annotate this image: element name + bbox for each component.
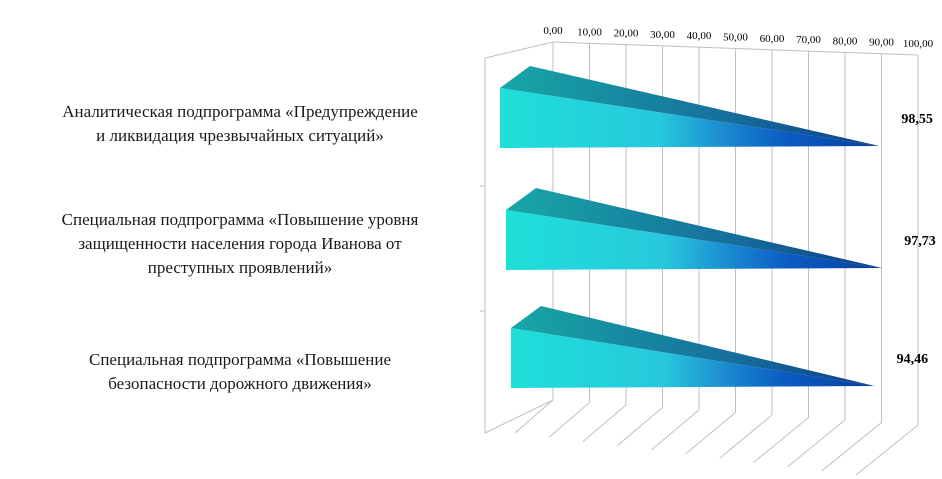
category-label: Специальная подпрограмма «Повышение уров…	[61, 210, 419, 277]
grid-line-floor	[514, 399, 554, 434]
cones	[500, 66, 883, 388]
x-tick-label: 30,00	[650, 29, 675, 41]
grid-line-floor	[719, 414, 773, 459]
cone-bar	[511, 306, 875, 388]
grid-line-floor	[548, 402, 590, 438]
data-label: 94,46	[897, 352, 929, 367]
grid-line-floor	[685, 412, 736, 455]
grid-line-floor	[753, 417, 809, 463]
x-tick-label: 60,00	[760, 33, 785, 45]
x-tick-label: 100,00	[903, 38, 934, 50]
grid-line-floor	[787, 419, 846, 467]
x-tick-label: 50,00	[723, 32, 748, 44]
x-tick-label: 0,00	[543, 25, 563, 37]
data-label: 97,73	[904, 234, 936, 249]
grid-line-floor	[821, 422, 882, 472]
x-tick-label: 90,00	[869, 37, 894, 49]
x-tick-label: 20,00	[614, 28, 639, 40]
grid-line-floor	[616, 407, 663, 446]
x-axis-ticks: 0,00 10,00 20,00 30,00 40,00 50,00 60,00 70,00 8…	[543, 25, 933, 50]
x-tick-label: 10,00	[577, 26, 602, 38]
x-tick-label: 70,00	[796, 34, 821, 46]
cone-bar	[500, 66, 880, 148]
data-label: 98,55	[901, 112, 933, 127]
data-labels: 98,55 97,73 94,46	[897, 112, 936, 367]
category-label: Аналитическая подпрограмма «Предупрежден…	[62, 102, 418, 145]
cone-bar	[506, 188, 883, 270]
grid-line-floor	[651, 409, 700, 451]
grid-line-floor	[582, 404, 627, 442]
grid-line-floor	[855, 424, 919, 476]
category-label: Специальная подпрограмма «Повышение безо…	[89, 350, 391, 393]
x-tick-label: 40,00	[687, 30, 712, 42]
x-tick-label: 80,00	[833, 35, 858, 47]
